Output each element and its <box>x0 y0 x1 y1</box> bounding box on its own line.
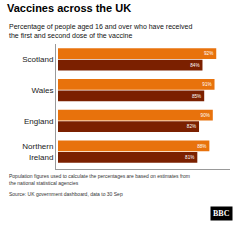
svg-text:82%: 82% <box>187 124 196 129</box>
svg-text:Source: UK government dashboar: Source: UK government dashboard, data to… <box>9 191 123 197</box>
svg-text:the first and second dose of t: the first and second dose of the vaccine <box>9 32 132 39</box>
svg-text:91%: 91% <box>202 82 211 87</box>
svg-text:84%: 84% <box>190 63 199 68</box>
svg-text:81%: 81% <box>185 155 194 160</box>
svg-text:Population figures used to cal: Population figures used to calculate the… <box>9 173 190 179</box>
svg-text:Percentage of people aged 16 a: Percentage of people aged 16 and over wh… <box>9 23 192 31</box>
svg-text:the national statistical agenc: the national statistical agencies <box>9 180 79 186</box>
svg-text:BBC: BBC <box>213 209 230 218</box>
svg-text:England: England <box>24 117 53 126</box>
svg-text:Vaccines across the UK: Vaccines across the UK <box>7 2 131 14</box>
svg-text:NorthernIreland: NorthernIreland <box>22 142 53 161</box>
svg-text:88%: 88% <box>197 144 206 149</box>
svg-text:Wales: Wales <box>31 86 53 95</box>
svg-text:85%: 85% <box>192 94 201 99</box>
svg-text:Scotland: Scotland <box>22 55 53 64</box>
svg-text:92%: 92% <box>204 51 213 56</box>
svg-text:90%: 90% <box>201 113 210 118</box>
